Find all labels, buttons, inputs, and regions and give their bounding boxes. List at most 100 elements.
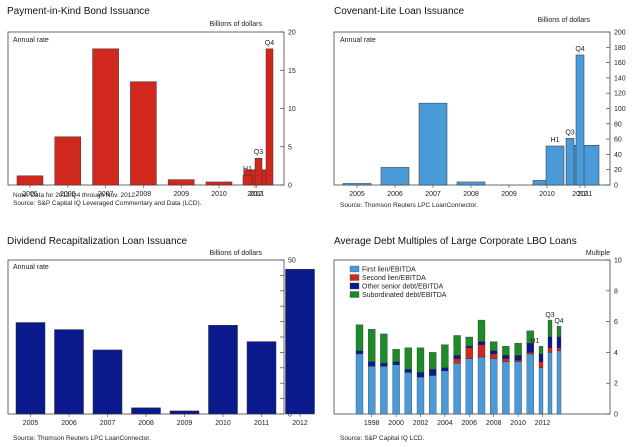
bar-label: Q4 [575,46,584,53]
stack-Q3-2 [547,336,553,348]
y-tick-label: 5 [288,144,292,151]
stack-2007-3 [477,319,486,342]
y-tick-label: 10 [614,258,622,265]
x-tick-label: 2005 [349,191,365,198]
x-tick-label: 2006 [60,191,76,198]
stack-Q4-0 [556,350,562,415]
bar-2007 [418,102,448,186]
bar-2011 [246,341,277,415]
stack-2006-3 [465,336,473,347]
x-tick-label: 2007 [98,191,114,198]
stack-2008-3 [490,341,498,352]
x-tick-label: 2009 [501,191,517,198]
stack-2007-1 [477,344,486,358]
y-tick-label: 0 [614,412,618,419]
stack-1998-2 [368,361,376,367]
bar-2010 [205,181,233,186]
y-tick-label: 60 [614,137,622,144]
stack-Q3-0 [547,352,553,415]
x-tick-label: 2009 [177,420,193,427]
x-tick-label: 2006 [462,420,478,427]
stack-2005-1 [453,358,461,364]
bar-Q4 [575,54,585,186]
y-tick-label: 100 [614,106,626,113]
bar-2009 [167,179,195,186]
stack-2009-0 [502,361,510,415]
x-tick-label: 2011 [249,191,264,198]
y-tick-label: 2 [614,381,618,388]
bar-2008 [130,81,157,186]
bar-Q3 [254,157,263,186]
stack-2006-0 [465,358,473,415]
y-tick-label: 6 [614,319,618,326]
stack-1998-0 [368,366,376,415]
stack-2001-3 [404,347,412,370]
legend-swatch [349,274,360,281]
bar-2005 [15,322,46,415]
stack-2004-0 [441,370,449,415]
stack-2009-1 [502,358,510,362]
stack-1998-3 [368,329,376,362]
x-tick-label: 2011 [254,420,269,427]
y-tick-label: 120 [614,91,626,98]
stack-2008-1 [490,353,498,359]
y-tick-label: 180 [614,45,626,52]
stack-2011-3 [526,330,534,344]
y-tick-label: 8 [614,288,618,295]
stack-H1-1 [538,361,544,368]
stack-2005-3 [453,335,461,356]
bar-2006 [380,167,410,186]
legend-swatch [349,282,360,290]
unit-label: Billions of dollars [209,21,262,28]
stack-2008-0 [490,358,498,415]
stack-1999-0 [380,366,388,415]
bar-2005 [16,175,44,186]
bar-2008 [131,407,161,415]
stack-2003-2 [429,369,437,376]
stack-2002-2 [416,372,425,378]
legend-swatch [349,265,360,273]
x-tick-label: 2006 [61,420,77,427]
stack-2010-0 [514,361,522,415]
stack-2000-0 [392,364,400,415]
unit-label: Multiple [586,250,610,257]
stack-1999-2 [380,363,388,367]
legend-label: Subordinated debt/EBITDA [362,292,447,299]
chart-panel-3: Dividend Recapitalization Loan Issuance B… [7,236,315,442]
stack-2010-1 [514,359,522,362]
x-tick-label: 2002 [413,420,429,427]
bar-2010 [208,325,238,415]
stack-2006-1 [465,347,473,359]
stack-2009-3 [502,346,510,356]
stack-1997-3 [355,324,364,352]
source-note: Source: S&P Capital IQ LCD. [340,435,425,442]
chart-title: Payment-in-Kind Bond Issuance [7,6,150,17]
x-tick-label: 2000 [388,420,404,427]
plot-frame [7,259,285,415]
stack-Q4-1 [556,347,562,352]
stack-1997-0 [355,353,364,415]
bar-2005 [342,183,372,186]
chart-title: Dividend Recapitalization Loan Issuance [7,236,188,247]
chart-panel-1: Payment-in-Kind Bond Issuance Billions of… [7,6,296,207]
y-tick-label: 40 [614,152,622,159]
stack-H1-2 [538,353,544,362]
x-tick-label: 2007 [425,191,441,198]
bar-label: Q4 [554,318,563,325]
stack-Q4-2 [556,336,562,348]
legend-label: Second lien/EBITDA [362,275,426,282]
stack-Q4-3 [556,326,562,338]
y-tick-label: 15 [288,68,296,75]
x-tick-label: 2009 [173,191,189,198]
legend-label: First lien/EBITDA [362,267,416,274]
stack-2000-3 [392,349,400,362]
stack-2003-3 [429,352,437,370]
bar-2007 [92,48,119,186]
stack-2002-3 [416,347,425,373]
bar-label: Q4 [265,40,274,47]
stack-2004-3 [441,344,449,368]
x-tick-label: 2010 [215,420,231,427]
stack-2002-0 [416,376,425,415]
y-tick-label: 10 [288,106,296,113]
